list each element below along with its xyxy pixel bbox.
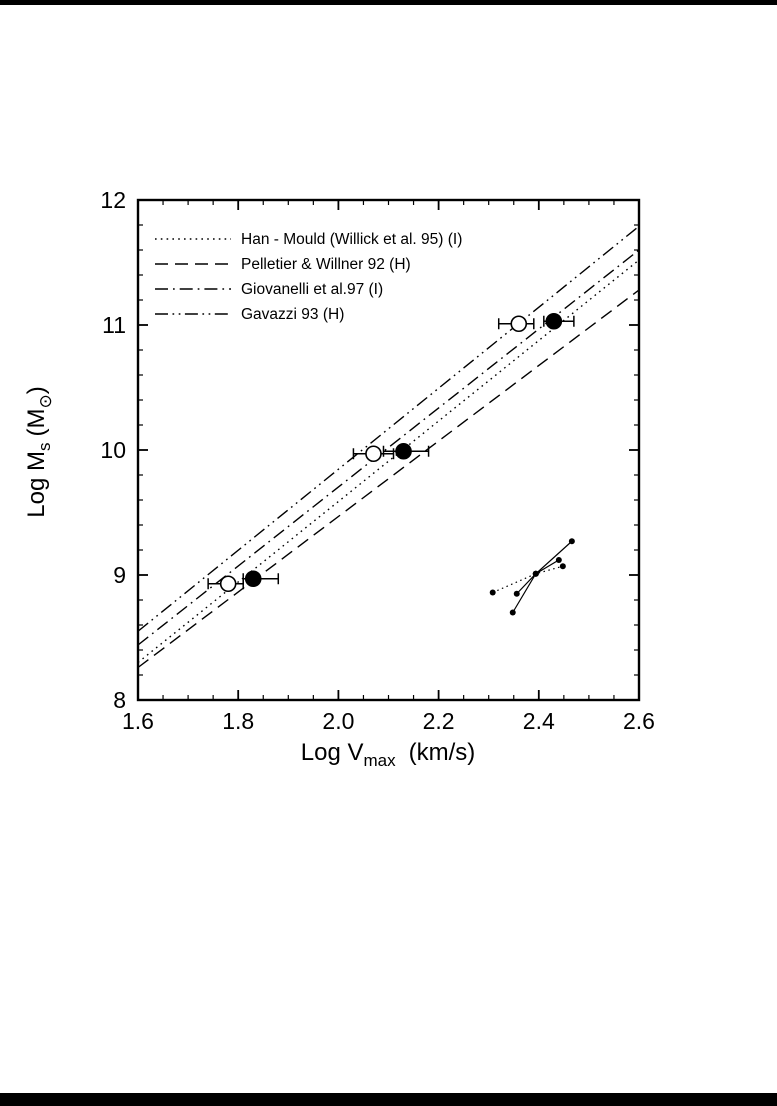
- slope-fan-dot: [568, 538, 575, 545]
- legend-label-han-mould: Han - Mould (Willick et al. 95) (I): [241, 231, 462, 248]
- slope-fan-dot: [555, 557, 562, 563]
- legend-entry-pelletier-willner: Pelletier & Willner 92 (H): [155, 256, 411, 273]
- relation-line-gavazzi93: [137, 225, 640, 632]
- open-circle-marker: [219, 575, 237, 593]
- relation-line-giovanelli97: [137, 249, 640, 646]
- x-tick-label: 1.6: [122, 708, 154, 734]
- relation-lines-layer: [137, 225, 640, 669]
- slope-fan-segment-2: [492, 565, 564, 594]
- y-tick-label: 12: [100, 187, 126, 213]
- top-scan-edge-bar: [0, 0, 777, 5]
- filled-circle-marker: [244, 570, 262, 588]
- y-tick-label: 9: [113, 562, 126, 588]
- x-tick-label: 2.2: [423, 708, 455, 734]
- x-axis-title-unit: (km/s): [409, 739, 476, 766]
- legend-entry-gavazzi: Gavazzi 93 (H): [155, 306, 344, 323]
- sun-symbol-subscript: ⊙: [36, 394, 55, 408]
- slope-fan-dot: [509, 609, 516, 616]
- x-axis-title-subscript: max: [363, 751, 396, 770]
- legend-label-gavazzi: Gavazzi 93 (H): [241, 306, 344, 323]
- legend-entry-han-mould: Han - Mould (Willick et al. 95) (I): [155, 231, 462, 248]
- slope-fan-dot: [559, 563, 566, 570]
- filled-circle-marker: [395, 442, 412, 460]
- x-tick-label: 2.4: [523, 708, 555, 734]
- bottom-scan-edge-bar: [0, 1093, 777, 1106]
- axis-ticks-layer: [137, 199, 640, 701]
- data-points-layer: [207, 312, 575, 593]
- x-tick-label: 2.6: [623, 708, 655, 734]
- axis-tick-labels-layer: 1.6 1.8 2.0 2.2 2.4 2.6 8 9 10 11 12: [100, 187, 655, 734]
- slope-fan-layer: [489, 538, 575, 616]
- relation-line-pelletier-willner92: [137, 289, 640, 669]
- y-axis-title: Log Ms (M⊙): [23, 386, 55, 517]
- legend-label-giovanelli: Giovanelli et al.97 (I): [241, 281, 383, 298]
- x-tick-label: 1.8: [222, 708, 254, 734]
- y-axis-title-subscript: s: [35, 443, 54, 452]
- y-axis-title-unit-open: (M: [23, 409, 50, 437]
- legend-label-pelletier-willner: Pelletier & Willner 92 (H): [241, 256, 411, 273]
- y-axis-title-main: Log M: [23, 451, 50, 518]
- slope-fan-dot: [513, 590, 520, 597]
- plot-frame: [136, 198, 641, 702]
- legend-entry-giovanelli: Giovanelli et al.97 (I): [155, 281, 383, 298]
- open-circle-marker: [510, 315, 528, 333]
- x-axis-title: Log Vmax (km/s): [301, 739, 476, 770]
- x-tick-label: 2.0: [322, 708, 354, 734]
- slope-fan-segment-0: [512, 540, 573, 613]
- x-axis-title-main: Log V: [301, 739, 364, 766]
- filled-circle-marker: [545, 312, 563, 330]
- open-circle-marker: [365, 445, 382, 463]
- y-tick-label: 11: [102, 312, 126, 338]
- slope-fan-segment-1: [516, 559, 560, 595]
- slope-fan-dot: [489, 589, 496, 596]
- relation-line-han-mould-willick95: [137, 259, 640, 664]
- slope-fan-dot: [532, 570, 539, 577]
- y-axis-title-unit-close: ): [23, 386, 50, 394]
- y-tick-label: 10: [100, 437, 126, 463]
- legend: Han - Mould (Willick et al. 95) (I) Pell…: [155, 231, 462, 323]
- y-tick-label: 8: [113, 687, 126, 713]
